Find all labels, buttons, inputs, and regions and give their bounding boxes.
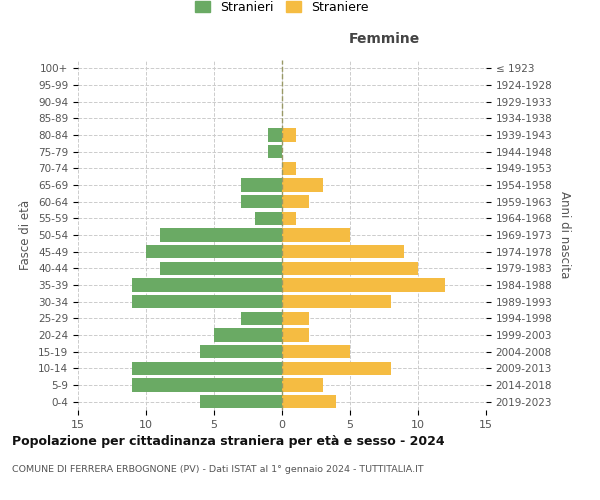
Bar bbox=[282, 195, 309, 208]
Bar bbox=[282, 128, 296, 141]
Bar bbox=[282, 395, 337, 408]
Bar bbox=[133, 362, 282, 375]
Bar bbox=[146, 245, 282, 258]
Bar bbox=[282, 278, 445, 291]
Bar bbox=[133, 378, 282, 392]
Bar bbox=[133, 295, 282, 308]
Bar bbox=[282, 162, 296, 175]
Bar bbox=[268, 145, 282, 158]
Bar bbox=[214, 328, 282, 342]
Bar bbox=[160, 228, 282, 241]
Bar bbox=[160, 262, 282, 275]
Bar bbox=[282, 228, 350, 241]
Bar bbox=[241, 312, 282, 325]
Bar bbox=[282, 362, 391, 375]
Bar bbox=[282, 378, 323, 392]
Bar bbox=[282, 312, 309, 325]
Y-axis label: Anni di nascita: Anni di nascita bbox=[558, 192, 571, 278]
Bar bbox=[282, 178, 323, 192]
Bar bbox=[282, 212, 296, 225]
Bar bbox=[268, 128, 282, 141]
Bar bbox=[133, 278, 282, 291]
Bar bbox=[200, 395, 282, 408]
Y-axis label: Fasce di età: Fasce di età bbox=[19, 200, 32, 270]
Bar bbox=[282, 328, 309, 342]
Bar bbox=[255, 212, 282, 225]
Text: Popolazione per cittadinanza straniera per età e sesso - 2024: Popolazione per cittadinanza straniera p… bbox=[12, 435, 445, 448]
Bar bbox=[241, 195, 282, 208]
Legend: Stranieri, Straniere: Stranieri, Straniere bbox=[190, 0, 374, 19]
Bar bbox=[282, 345, 350, 358]
Bar bbox=[282, 262, 418, 275]
Bar bbox=[241, 178, 282, 192]
Bar bbox=[282, 245, 404, 258]
Text: Femmine: Femmine bbox=[349, 32, 419, 46]
Bar bbox=[200, 345, 282, 358]
Text: COMUNE DI FERRERA ERBOGNONE (PV) - Dati ISTAT al 1° gennaio 2024 - TUTTITALIA.IT: COMUNE DI FERRERA ERBOGNONE (PV) - Dati … bbox=[12, 465, 424, 474]
Bar bbox=[282, 295, 391, 308]
